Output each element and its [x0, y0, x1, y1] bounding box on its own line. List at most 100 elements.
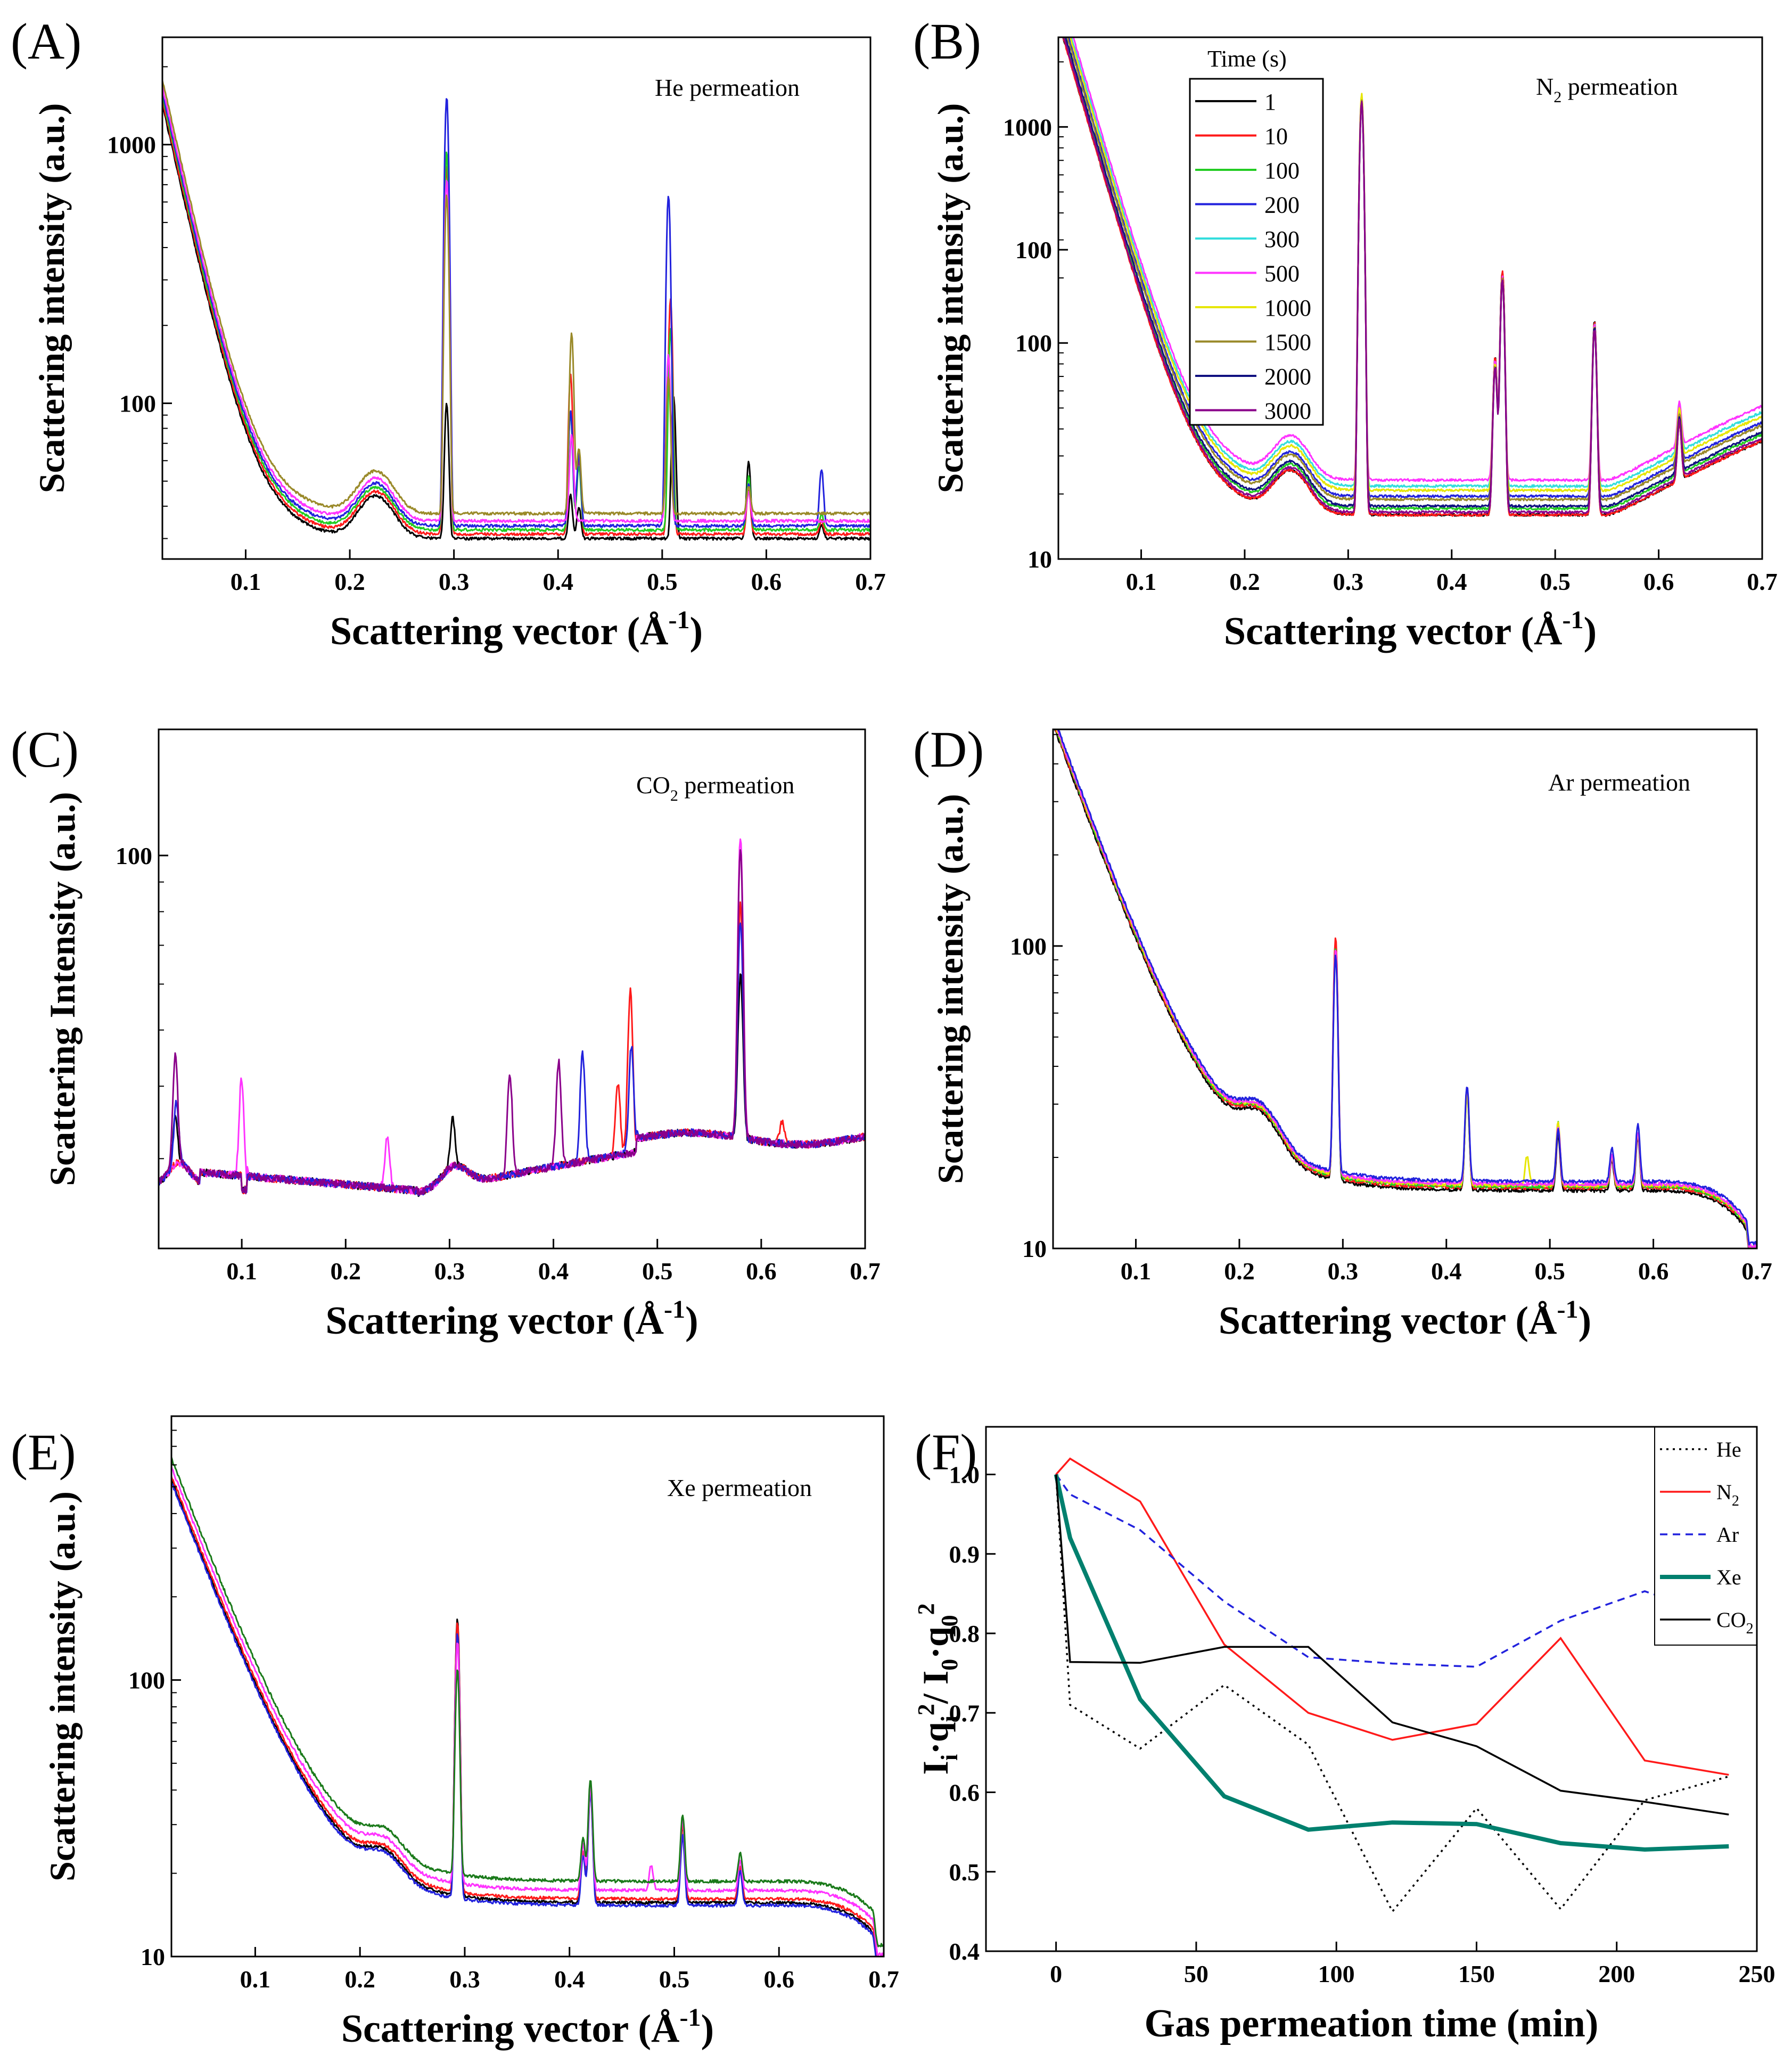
- x-axis-label: Scattering vector (Å-1): [1224, 606, 1597, 653]
- series-line-500: [162, 80, 870, 516]
- panel-label: (A): [11, 13, 81, 70]
- y-tick-label: 100: [1015, 236, 1052, 264]
- legend-entry: 1500: [1264, 330, 1311, 356]
- x-axis-label: Scattering vector (Å-1): [341, 2003, 714, 2051]
- y-tick-label: 0.4: [949, 1938, 980, 1965]
- series-line-N2: [1055, 1457, 1729, 1776]
- x-tick-label: 0.4: [542, 568, 573, 595]
- x-tick-label: 0.6: [1643, 568, 1674, 595]
- x-tick-label: 0.1: [1126, 568, 1157, 595]
- series-line-300: [171, 1457, 884, 1947]
- x-tick-label: 0.7: [855, 568, 886, 595]
- legend-entry: He: [1716, 1437, 1741, 1461]
- x-tick-label: 0.1: [1121, 1258, 1152, 1285]
- x-tick-label: 0.1: [231, 568, 261, 595]
- x-tick-label: 0.6: [1638, 1258, 1669, 1285]
- x-tick-label: 0.4: [538, 1258, 569, 1285]
- panel-E: 0.1 0.2 0.3 0.4 0.5 0.6 0.7 10 100 Scattering vec…: [11, 1415, 899, 2051]
- series-group: [1054, 729, 1757, 1248]
- series-line-200: [1067, 37, 1762, 498]
- series-group: [162, 80, 870, 541]
- plot-frame: [161, 36, 872, 560]
- panel-label: (B): [913, 13, 981, 70]
- legend-entry: Xe: [1716, 1565, 1741, 1589]
- panel-B: 0.1 0.2 0.3 0.4 0.5 0.6 0.7 10 100 100 1000 Scatter…: [913, 13, 1778, 653]
- x-tick-label: 0.5: [642, 1258, 673, 1285]
- y-tick-label: 0.8: [949, 1620, 980, 1647]
- plot-frame: [1057, 36, 1763, 560]
- x-tick-label: 0.5: [1540, 568, 1571, 595]
- x-tick-label: 0.5: [647, 568, 678, 595]
- series-group: [1062, 37, 1762, 517]
- series-line-500: [1072, 37, 1762, 482]
- x-tick-label: 0.7: [1747, 568, 1778, 595]
- y-tick-label: 10: [1027, 546, 1052, 573]
- y-tick-label: 1.0: [949, 1461, 980, 1489]
- series-line-300: [1070, 37, 1762, 488]
- y-axis-label: Scattering intensity (a.u.): [930, 103, 971, 494]
- x-tick-label: 0.2: [1224, 1258, 1255, 1285]
- series-line-10: [162, 100, 870, 537]
- panel-label: (C): [11, 721, 79, 778]
- x-tick-label: 0.2: [1229, 568, 1260, 595]
- y-tick-label: 1000: [107, 132, 156, 159]
- y-tick-label: 100: [116, 842, 152, 869]
- x-tick-label: 0.2: [334, 568, 365, 595]
- series-line-300: [159, 849, 865, 1196]
- panel-C: 0.1 0.2 0.3 0.4 0.5 0.6 0.7 100 Scattering vecto…: [11, 721, 881, 1343]
- plot-frame: [170, 1415, 885, 1958]
- x-tick-label: 0.7: [1741, 1258, 1772, 1285]
- panel-label: (E): [11, 1424, 76, 1481]
- plot-frame: [1052, 728, 1758, 1250]
- panel-label: (F): [915, 1424, 977, 1481]
- x-tick-label: 0.3: [449, 1966, 480, 1993]
- y-tick-label: 10: [141, 1943, 165, 1970]
- y-tick-label: 1000: [1003, 113, 1052, 141]
- x-tick-label: 0.4: [1431, 1258, 1462, 1285]
- x-axis-label: Gas permeation time (min): [1145, 2002, 1599, 2045]
- x-tick-label: 150: [1458, 1960, 1495, 1987]
- x-tick-label: 0.6: [751, 568, 782, 595]
- panel-annotation: CO2 permeation: [636, 771, 794, 804]
- legend-entry: 100: [1264, 158, 1300, 184]
- panel-annotation: He permeation: [655, 74, 800, 101]
- x-axis-label: Scattering vector (Å-1): [325, 1295, 698, 1343]
- x-tick-label: 50: [1184, 1960, 1209, 1987]
- x-axis-label: Scattering vector (Å-1): [330, 606, 703, 653]
- x-tick-label: 0.6: [763, 1966, 794, 1993]
- series-group: [159, 838, 865, 1197]
- series-line-500: [1057, 729, 1757, 1246]
- y-tick-label: 0.7: [949, 1699, 980, 1727]
- x-tick-label: 0.2: [331, 1258, 361, 1285]
- legend-entry: N2: [1716, 1480, 1739, 1509]
- legend-entry: 200: [1264, 192, 1300, 218]
- y-tick-label: 100: [1015, 330, 1052, 357]
- x-tick-label: 0.3: [434, 1258, 465, 1285]
- y-tick-label: 100: [128, 1667, 165, 1694]
- y-tick-label: 0.5: [949, 1859, 980, 1886]
- y-axis-label: Scattering intensity (a.u.): [31, 103, 72, 494]
- panel-A: 0.1 0.2 0.3 0.4 0.5 0.6 0.7 100 1000 Scattering v…: [11, 13, 886, 653]
- y-tick-label: 100: [1010, 933, 1047, 960]
- legend-entry: Ar: [1716, 1523, 1739, 1547]
- series-line-10: [171, 1476, 877, 1957]
- y-axis-label: Ii·qi2/ I0·q02: [913, 1603, 963, 1774]
- series-line-1500: [1066, 37, 1762, 502]
- y-tick-label: 0.6: [949, 1779, 980, 1806]
- series-line-Xe: [1054, 1474, 1729, 1852]
- x-tick-label: 0.2: [344, 1966, 375, 1993]
- x-tick-label: 0.3: [439, 568, 470, 595]
- x-tick-label: 250: [1739, 1960, 1775, 1987]
- legend-entry: CO2: [1716, 1608, 1754, 1637]
- x-axis-label: Scattering vector (Å-1): [1219, 1295, 1591, 1343]
- series-line-CO2: [1055, 1474, 1729, 1816]
- series-line-3000: [1063, 37, 1762, 514]
- y-axis-label: Scattering intensity (a.u.): [930, 794, 971, 1184]
- legend-entry: 2000: [1264, 364, 1311, 390]
- y-tick-label: 10: [1022, 1235, 1047, 1262]
- x-tick-label: 0.5: [659, 1966, 690, 1993]
- x-tick-label: 0.1: [240, 1966, 271, 1993]
- series-line-200: [162, 91, 870, 528]
